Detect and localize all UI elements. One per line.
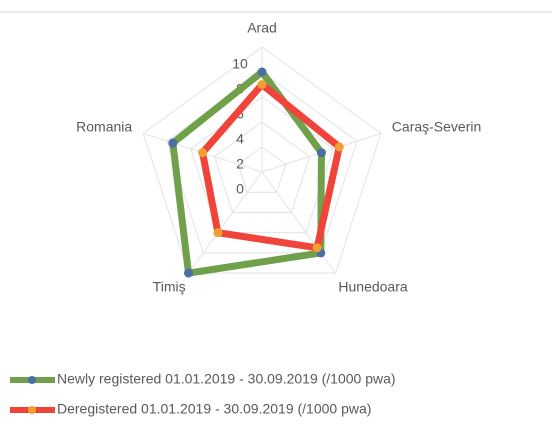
marker: [257, 67, 267, 77]
legend-label: Newly registered 01.01.2019 - 30.09.2019…: [57, 371, 396, 387]
legend-marker: [28, 406, 36, 414]
marker: [334, 142, 344, 152]
legend-marker: [28, 376, 36, 384]
series-line: [199, 81, 343, 252]
r-tick-label: 2: [236, 156, 244, 172]
grid-ring: [213, 121, 311, 213]
category-label: Romania: [76, 119, 132, 135]
legend-label: Deregistered 01.01.2019 - 30.09.2019 (/1…: [57, 401, 371, 417]
marker: [213, 228, 223, 238]
series-line: [169, 68, 325, 277]
marker: [316, 148, 326, 158]
category-label: Timiş: [153, 278, 186, 294]
marker: [168, 138, 178, 148]
category-label: Arad: [247, 20, 277, 36]
category-label: Caraş-Severin: [392, 119, 481, 135]
grid-ring: [166, 71, 358, 254]
marker: [257, 80, 267, 89]
r-tick-label: 4: [236, 131, 244, 147]
grid-ring: [142, 46, 382, 274]
marker: [312, 243, 322, 253]
grid-ring: [237, 146, 287, 193]
r-tick-label: 0: [236, 181, 244, 197]
r-tick-label: 10: [232, 56, 248, 72]
marker: [184, 268, 194, 278]
marker: [198, 148, 208, 158]
category-label: Hunedoara: [338, 278, 407, 294]
grid-ring: [190, 96, 334, 234]
spoke: [188, 171, 263, 274]
